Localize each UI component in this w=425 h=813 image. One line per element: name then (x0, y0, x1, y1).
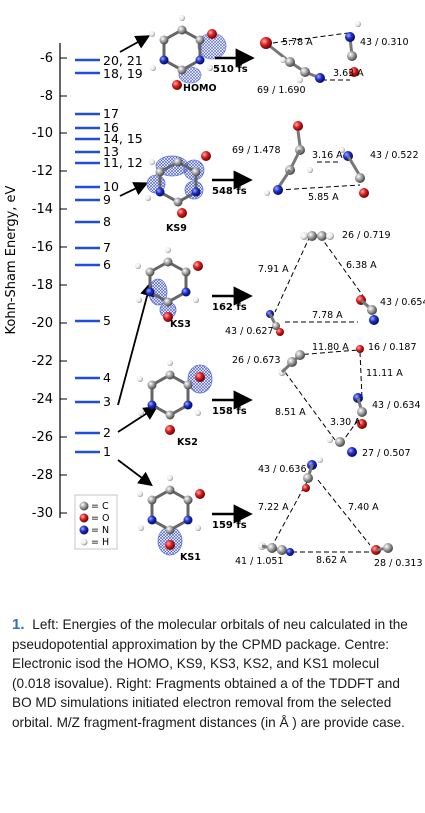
time-homo: 510 fs (213, 64, 248, 75)
y-tick-label: -30 (32, 506, 53, 521)
y-tick-label: -6 (40, 51, 53, 66)
svg-text:17: 17 (103, 106, 119, 121)
time-labels: 510 fs 548 fs 162 fs 158 fs 159 fs (212, 64, 248, 531)
y-tick-label: -8 (40, 89, 53, 104)
time-ks9: 548 fs (212, 186, 247, 197)
figure-canvas: Kohn-Sham Energy, eV -6 -8 -10 -12 -14 -… (4, 15, 425, 569)
time-ks2: 158 fs (212, 406, 247, 417)
fragment-mz-charge: 26 / 0.719 (342, 230, 391, 241)
fragment-distance: 7.40 A (348, 502, 379, 513)
svg-text:= H: = H (91, 537, 109, 548)
svg-text:7: 7 (103, 240, 111, 255)
fragment-mz-charge: 69 / 1.690 (257, 85, 306, 96)
svg-text:= N: = N (91, 525, 109, 536)
fragments-ks2: 26 / 0.673 11.80 A 16 / 0.187 11.11 A 43… (232, 342, 421, 459)
fragment-mz-charge: 43 / 0.310 (360, 37, 409, 48)
atom-legend: = C = O = N = H (74, 494, 118, 550)
svg-text:18, 19: 18, 19 (103, 66, 143, 81)
fragment-distance: 11.80 A (312, 342, 349, 353)
y-tick-label: -24 (32, 392, 53, 407)
fragment-distance: 5.78 A (282, 37, 313, 48)
energy-diagram: Kohn-Sham Energy, eV -6 -8 -10 -12 -14 -… (4, 35, 159, 550)
svg-text:8: 8 (103, 214, 111, 229)
fragments-homo: 5.78 A 43 / 0.310 3.63 A 69 / 1.690 (257, 21, 409, 96)
fragment-mz-charge: 43 / 0.636 (258, 464, 307, 475)
figure-caption: 1. Left: Energies of the molecular orbit… (12, 615, 417, 732)
y-tick-label: -12 (32, 164, 53, 179)
fragment-mz-charge: 43 / 0.522 (370, 150, 419, 161)
fragment-distance: 8.62 A (316, 555, 347, 566)
fragments-ks1: 43 / 0.636 7.22 A 7.40 A 41 / 1.051 8.62… (235, 457, 423, 569)
fragment-distance: 7.78 A (312, 310, 343, 321)
fragment-distance: 3.63 A (333, 68, 364, 79)
oxygen-swatch (79, 513, 89, 523)
svg-text:14, 15: 14, 15 (103, 131, 143, 146)
svg-text:4: 4 (103, 370, 111, 385)
nitrogen-swatch (79, 525, 89, 535)
fragment-mz-charge: 69 / 1.478 (232, 145, 281, 156)
y-tick-label: -18 (32, 278, 53, 293)
fragment-distance: 6.38 A (346, 260, 377, 271)
svg-text:1: 1 (103, 444, 111, 459)
y-tick-label: -16 (32, 240, 53, 255)
molecule-homo: HOMO (149, 15, 227, 94)
fragment-distance: 7.22 A (258, 502, 289, 513)
y-ticks: -6 -8 -10 -12 -14 -16 -18 -20 -22 -24 -2… (32, 51, 67, 521)
svg-text:16: 16 (103, 120, 119, 135)
fragment-mz-charge: 43 / 0.634 (372, 400, 421, 411)
svg-text:20, 21: 20, 21 (103, 53, 143, 68)
figure-number: 1. (12, 616, 25, 633)
orbital-label-ks1: KS1 (180, 552, 201, 563)
orbital-label-ks2: KS2 (177, 437, 198, 448)
svg-text:13: 13 (103, 144, 119, 159)
fragment-mz-charge: 16 / 0.187 (368, 342, 417, 353)
level-labels: 20, 21 18, 19 17 16 14, 15 13 11, 12 10 … (103, 53, 143, 459)
orbital-levels (75, 58, 100, 454)
fragments-ks9: 69 / 1.478 3.16 A 43 / 0.522 5.85 A (232, 121, 419, 203)
svg-text:= O: = O (91, 513, 109, 524)
caption-text: Left: Energies of the molecular orbitals… (12, 617, 408, 730)
time-ks1: 159 fs (212, 520, 247, 531)
svg-text:3: 3 (103, 394, 111, 409)
fragment-distance: 3.30 A (330, 417, 361, 428)
fragments-ks3: 26 / 0.719 7.91 A 6.38 A 43 / 0.654 7.78… (225, 230, 425, 337)
time-arrows (212, 48, 255, 524)
hydrogen-swatch (80, 538, 88, 546)
y-tick-label: -10 (32, 126, 53, 141)
y-axis-label: Kohn-Sham Energy, eV (4, 185, 19, 334)
fragment-distance: 7.91 A (258, 264, 289, 275)
fragment-distance: 11.11 A (366, 368, 403, 379)
svg-text:5: 5 (103, 313, 111, 328)
fragment-mz-charge: 26 / 0.673 (232, 355, 281, 366)
carbon-swatch (79, 501, 89, 511)
fragment-distance: 8.51 A (275, 407, 306, 418)
molecule-ks2: KS2 (137, 360, 213, 448)
svg-text:6: 6 (103, 257, 111, 272)
level-arrows (117, 35, 159, 487)
y-tick-label: -26 (32, 430, 53, 445)
molecule-ks1: KS1 (137, 475, 205, 563)
svg-text:2: 2 (103, 425, 111, 440)
fragment-distance: 5.85 A (308, 192, 339, 203)
molecule-ks9: KS9 (145, 151, 211, 234)
svg-text:10: 10 (103, 179, 119, 194)
molecule-ks3: KS3 (135, 247, 203, 330)
svg-text:11, 12: 11, 12 (103, 155, 143, 170)
orbital-label-homo: HOMO (183, 83, 217, 94)
fragment-mz-charge: 28 / 0.313 (374, 558, 423, 569)
orbital-label-ks3: KS3 (170, 319, 191, 330)
fragment-mz-charge: 27 / 0.507 (362, 448, 411, 459)
time-ks3: 162 fs (212, 302, 247, 313)
y-tick-label: -28 (32, 468, 53, 483)
y-tick-label: -14 (32, 202, 53, 217)
fragment-mz-charge: 43 / 0.627 (225, 326, 274, 337)
y-tick-label: -20 (32, 316, 53, 331)
orbital-label-ks9: KS9 (166, 223, 187, 234)
y-tick-label: -22 (32, 354, 53, 369)
svg-text:= C: = C (91, 501, 109, 512)
fragment-distance: 3.16 A (312, 150, 343, 161)
svg-text:9: 9 (103, 192, 111, 207)
fragment-mz-charge: 41 / 1.051 (235, 556, 284, 567)
fragment-mz-charge: 43 / 0.654 (380, 297, 425, 308)
